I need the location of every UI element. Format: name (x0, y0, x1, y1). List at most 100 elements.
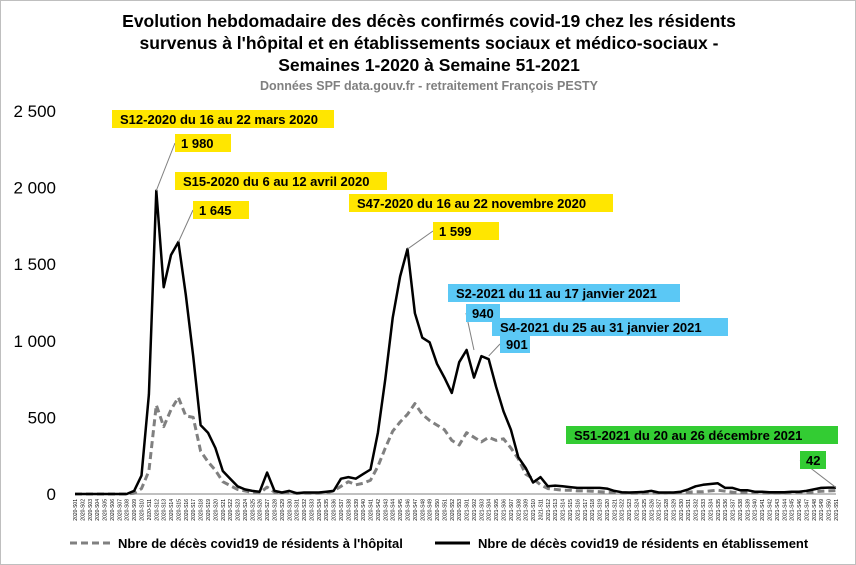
x-tick-label: 2021-S39 (745, 499, 751, 521)
x-tick-label: 2021-S14 (561, 499, 567, 521)
x-tick-label: 2021-S37 (731, 499, 737, 521)
x-tick-label: 2020-S43 (383, 499, 389, 521)
annotation-label-box (492, 318, 728, 336)
annotation-leader-line (488, 343, 501, 357)
annotation-value: 1 645 (199, 203, 232, 218)
x-tick-label: 2020-S31 (295, 499, 301, 521)
annotation-label-box (175, 172, 387, 190)
x-tick-label: 2020-S26 (258, 499, 264, 521)
x-tick-label: 2020-S45 (398, 499, 404, 521)
annotation-label-box (566, 426, 838, 444)
x-tick-label: 2021-S40 (753, 499, 759, 521)
x-tick-label: 2021-S03 (479, 499, 485, 521)
x-tick-label: 2021-S34 (708, 499, 714, 521)
x-tick-label: 2020-S48 (420, 499, 426, 521)
x-tick-label: 2021-S36 (723, 499, 729, 521)
annotation-label: S51-2021 du 20 au 26 décembre 2021 (574, 428, 802, 443)
x-tick-label: 2020-S03 (88, 499, 94, 521)
annotation-leader-line (177, 209, 194, 243)
x-tick-label: 2021-S10 (531, 499, 537, 521)
x-tick-label: 2020-S18 (199, 499, 205, 521)
annotation-label-box (112, 110, 334, 128)
annotation-label: S12-2020 du 16 au 22 mars 2020 (120, 112, 318, 127)
x-tick-label: 2021-S21 (612, 499, 618, 521)
annotation-label-box (349, 194, 613, 212)
y-axis-ticks: 0 500 1 000 1 500 2 000 2 500 (13, 102, 56, 504)
legend: Nbre de décès covid19 de résidents à l'h… (70, 536, 809, 551)
x-tick-label: 2020-S30 (287, 499, 293, 521)
x-tick-label: 2021-S45 (790, 499, 796, 521)
x-tick-label: 2021-S27 (657, 499, 663, 521)
x-tick-label: 2021-S05 (494, 499, 500, 521)
x-tick-label: 2020-S08 (125, 499, 131, 521)
annotation-value-box (800, 451, 826, 469)
x-tick-label: 2021-S42 (768, 499, 774, 521)
annotation-value-box (175, 134, 231, 152)
x-tick-label: 2020-S49 (428, 499, 434, 521)
legend-label-2: Nbre de décès covid19 de résidents en ét… (478, 536, 809, 551)
x-tick-label: 2020-S14 (169, 499, 175, 521)
x-tick-label: 2021-S04 (487, 499, 493, 521)
chart-subtitle: Données SPF data.gouv.fr - retraitement … (259, 79, 599, 93)
annotation-value: 1 980 (181, 136, 214, 151)
x-tick-label: 2020-S39 (354, 499, 360, 521)
annotation-value: 42 (806, 453, 820, 468)
x-tick-label: 2021-S07 (509, 499, 515, 521)
legend-label-1: Nbre de décès covid19 de résidents à l'h… (118, 536, 403, 551)
x-tick-label: 2020-S04 (95, 499, 101, 521)
x-tick-label: 2020-S36 (332, 499, 338, 521)
x-tick-label: 2020-S53 (457, 499, 463, 521)
x-tick-label: 2020-S05 (103, 499, 109, 521)
x-tick-label: 2021-S08 (516, 499, 522, 521)
x-tick-label: 2020-S35 (324, 499, 330, 521)
annotation-value: 940 (472, 306, 494, 321)
x-tick-label: 2020-S28 (272, 499, 278, 521)
y-tick-label: 2 500 (13, 102, 56, 121)
x-tick-label: 2020-S27 (265, 499, 271, 521)
y-tick-label: 2 000 (13, 179, 56, 198)
x-tick-label: 2021-S48 (812, 499, 818, 521)
annotation-value-box (500, 335, 530, 353)
x-tick-label: 2021-S16 (575, 499, 581, 521)
x-tick-label: 2020-S16 (184, 499, 190, 521)
x-tick-label: 2021-S49 (819, 499, 825, 521)
y-tick-label: 1 000 (13, 332, 56, 351)
x-tick-label: 2020-S15 (176, 499, 182, 521)
annotation-value-box (433, 222, 499, 240)
chart-title-line-1: Evolution hebdomadaire des décès confirm… (122, 11, 736, 31)
y-tick-label: 1 500 (13, 255, 56, 274)
x-tick-label: 2021-S17 (583, 499, 589, 521)
x-tick-label: 2020-S11 (147, 499, 153, 521)
x-tick-label: 2020-S01 (73, 499, 79, 521)
x-tick-label: 2021-S50 (827, 499, 833, 521)
x-tick-label: 2020-S20 (213, 499, 219, 521)
x-tick-label: 2020-S46 (405, 499, 411, 521)
y-tick-label: 0 (47, 485, 56, 504)
annotation-value-box (193, 201, 249, 219)
x-tick-label: 2021-S12 (546, 499, 552, 521)
x-tick-label: 2021-S35 (716, 499, 722, 521)
x-axis-ticks: 2020-S01 2020-S02 2020-S03 2020-S04 2020-S05… (73, 499, 840, 521)
x-tick-label: 2020-S51 (442, 499, 448, 521)
x-tick-label: 2021-S22 (620, 499, 626, 521)
series-line-2 (75, 189, 836, 496)
x-tick-label: 2021-S43 (775, 499, 781, 521)
x-tick-label: 2021-S24 (635, 499, 641, 521)
x-tick-label: 2021-S46 (797, 499, 803, 521)
x-tick-label: 2021-S30 (679, 499, 685, 521)
x-tick-label: 2021-S29 (671, 499, 677, 521)
x-tick-label: 2021-S32 (694, 499, 700, 521)
x-tick-label: 2020-S40 (361, 499, 367, 521)
x-tick-label: 2020-S22 (228, 499, 234, 521)
x-tick-label: 2020-S50 (435, 499, 441, 521)
chart-title-line-2: survenus à l'hôpital et en établissement… (139, 33, 719, 53)
x-tick-label: 2020-S13 (162, 499, 168, 521)
annotation-label: S2-2021 du 11 au 17 janvier 2021 (456, 286, 657, 301)
annotation-value: 901 (506, 337, 528, 352)
annotation-label: S47-2020 du 16 au 22 novembre 2020 (357, 196, 586, 211)
x-tick-label: 2021-S26 (649, 499, 655, 521)
x-tick-label: 2020-S19 (206, 499, 212, 521)
x-tick-label: 2021-S15 (568, 499, 574, 521)
x-tick-label: 2021-S38 (738, 499, 744, 521)
